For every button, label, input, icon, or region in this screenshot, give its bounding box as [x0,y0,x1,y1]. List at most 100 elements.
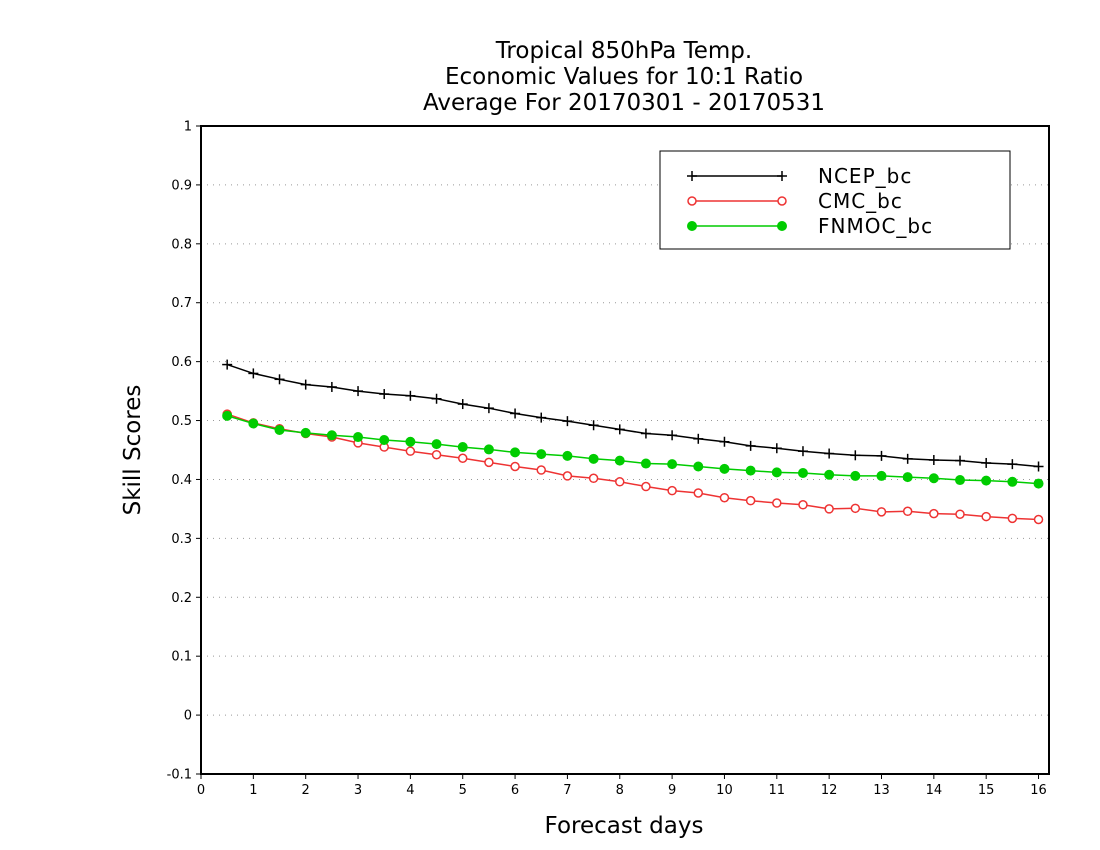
data-point-fnmoc-bc [1007,476,1018,487]
data-point-ncep-bc [483,403,494,414]
data-point-fnmoc-bc [326,430,337,441]
x-tick-label: 12 [821,783,838,798]
data-point-cmc-bc [719,492,730,503]
data-point-cmc-bc [562,471,573,481]
data-point-cmc-bc [405,446,416,456]
y-tick-label: 0 [184,709,192,724]
data-point-ncep-bc [510,408,521,419]
data-point-cmc-bc [693,488,704,498]
y-tick-label: 0.4 [171,473,192,488]
plot-frame [200,125,1050,775]
x-tick-label: 6 [511,783,519,798]
data-point-fnmoc-bc [850,470,861,481]
data-point-fnmoc-bc [824,469,835,480]
legend-marker-cmc-bc [687,196,697,206]
data-point-cmc-bc [850,503,861,514]
data-point-fnmoc-bc [902,472,913,483]
data-point-cmc-bc [824,504,834,514]
chart-title-line-2: Economic Values for 10:1 Ratio [445,64,803,90]
data-point-ncep-bc [1033,461,1044,472]
data-point-cmc-bc [588,473,599,484]
legend-label-ncep-bc: NCEP_bc [818,164,912,188]
x-tick-label: 2 [302,783,310,798]
data-point-fnmoc-bc [797,467,808,478]
x-tick-label: 4 [406,783,414,798]
x-tick-label: 11 [769,783,786,798]
legend-entry-ncep-bc: NCEP_bc [687,164,912,188]
data-point-cmc-bc [798,500,808,510]
data-point-cmc-bc [929,508,939,519]
data-point-fnmoc-bc [222,410,233,421]
data-point-fnmoc-bc [536,449,547,460]
data-point-cmc-bc [484,457,494,468]
legend-marker-ncep-bc [777,171,787,181]
y-axis-label: Skill Scores [120,385,146,516]
y-tick-label: 0.1 [171,650,192,665]
data-point-fnmoc-bc [614,455,625,466]
data-point-fnmoc-bc [719,463,730,474]
x-tick-label: 1 [249,783,257,798]
data-point-cmc-bc [615,477,625,487]
y-tick-label: 0.6 [171,355,192,370]
data-point-fnmoc-bc [588,453,599,464]
data-point-fnmoc-bc [248,418,259,429]
data-point-fnmoc-bc [693,461,704,472]
legend-box [659,150,1011,250]
data-point-cmc-bc [955,509,965,519]
data-point-cmc-bc [876,507,887,517]
chart-title-line-1: Tropical 850hPa Temp. [495,38,752,64]
data-point-ncep-bc [771,443,782,454]
y-tick-label: 0.9 [171,178,192,193]
data-point-cmc-bc [536,465,546,475]
data-point-fnmoc-bc [745,465,756,476]
data-point-ncep-bc [326,381,337,392]
x-tick-label: 14 [926,783,943,798]
data-point-ncep-bc [405,390,416,401]
data-point-cmc-bc [431,449,442,460]
series-plot-area [222,359,1044,525]
series-cmc-bc [222,409,1044,525]
data-point-ncep-bc [850,450,861,461]
legend-marker-fnmoc-bc [777,221,787,231]
data-point-cmc-bc [1007,513,1018,524]
data-point-ncep-bc [981,457,992,468]
data-point-ncep-bc [693,433,704,444]
x-tick-label: 16 [1030,783,1047,798]
data-point-ncep-bc [902,453,913,464]
data-point-ncep-bc [824,448,835,459]
data-point-cmc-bc [745,495,756,506]
grid-lines [201,184,1049,716]
data-point-fnmoc-bc [771,467,782,478]
axes: -0.100.10.20.30.40.50.60.70.80.910 1 2 3 4 5 6… [167,120,1047,799]
data-point-fnmoc-bc [667,459,678,470]
data-point-fnmoc-bc [353,432,364,443]
data-point-ncep-bc [745,440,756,451]
legend-marker-ncep-bc [687,171,697,181]
data-point-ncep-bc [300,379,311,390]
y-tick-label: 1 [184,120,192,135]
data-point-fnmoc-bc [431,439,442,450]
data-point-fnmoc-bc [510,447,521,458]
x-tick-label: 3 [354,783,362,798]
data-point-ncep-bc [248,368,259,379]
data-point-ncep-bc [797,446,808,457]
data-point-cmc-bc [667,485,677,496]
data-point-fnmoc-bc [1033,478,1044,489]
series-line-ncep-bc [226,363,1039,468]
x-tick-label: 15 [978,783,995,798]
x-tick-label: 8 [616,783,624,798]
data-point-cmc-bc [1033,514,1044,525]
data-point-cmc-bc [457,453,468,463]
y-tick-label: 0.3 [171,532,192,547]
data-point-fnmoc-bc [483,444,494,455]
data-point-ncep-bc [431,393,442,404]
legend-marker-cmc-bc [777,196,787,206]
series-fnmoc-bc [222,410,1044,489]
x-tick-label: 0 [197,783,205,798]
y-tick-label: -0.1 [167,768,192,783]
x-tick-label: 10 [716,783,733,798]
chart-title: Tropical 850hPa Temp. Economic Values fo… [423,38,825,116]
data-point-fnmoc-bc [876,470,887,481]
data-point-cmc-bc [902,506,913,517]
